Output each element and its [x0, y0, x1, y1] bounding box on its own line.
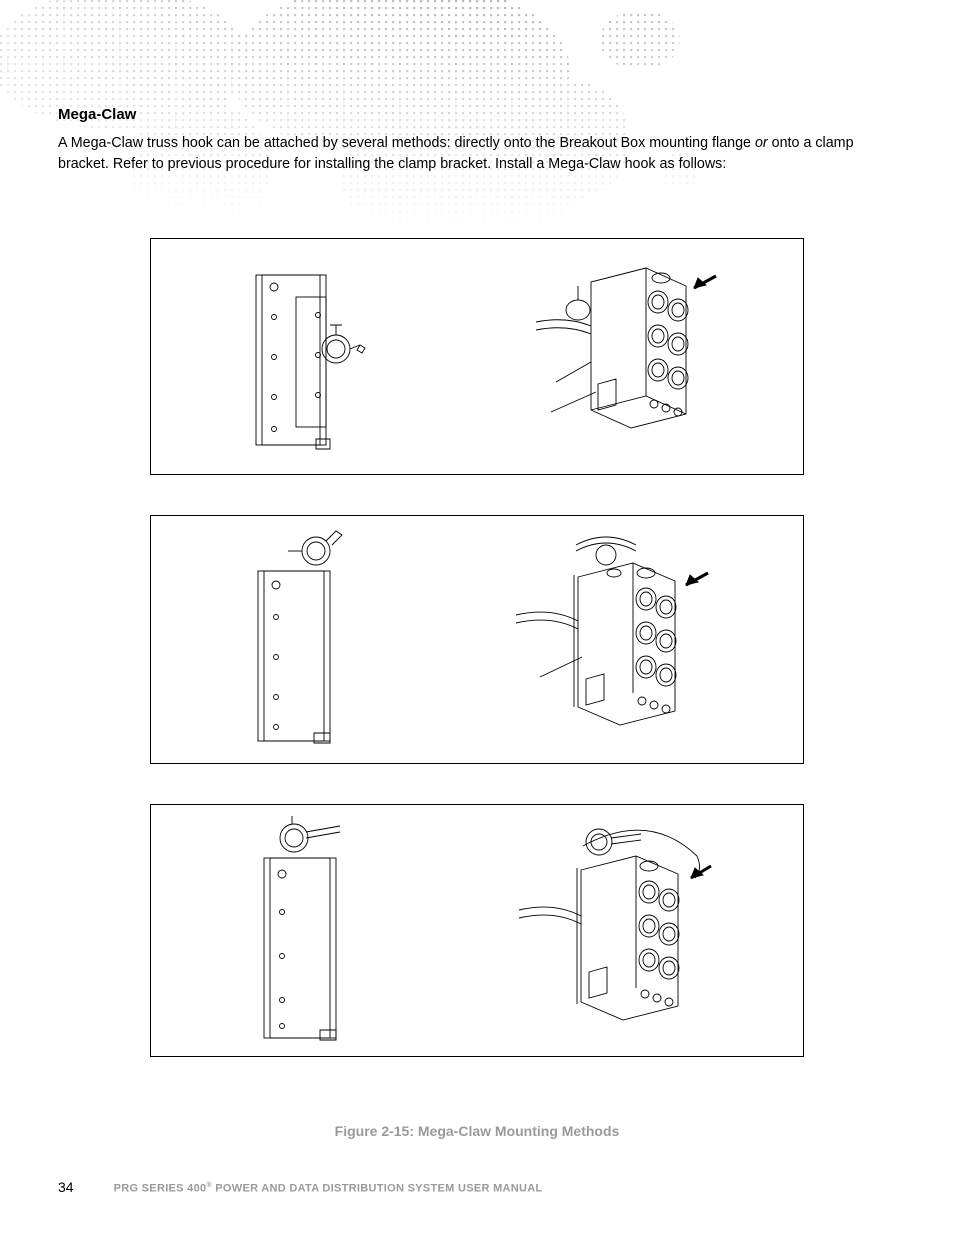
diagram-bracket-top-claw-safety	[216, 816, 396, 1046]
page-footer: 34 PRG SERIES 400® POWER AND DATA DISTRI…	[0, 1179, 954, 1195]
diagram-bracket-side-claw	[218, 257, 398, 457]
figure-panel-2	[150, 515, 804, 764]
body-paragraph: A Mega-Claw truss hook can be attached b…	[58, 133, 896, 174]
footer-title-pre: PRG SERIES 400	[114, 1183, 207, 1195]
diagram-box-top-claw-safety-iso	[489, 816, 739, 1046]
body-text-pre: A Mega-Claw truss hook can be attached b…	[58, 135, 755, 151]
footer-title: PRG SERIES 400® POWER AND DATA DISTRIBUT…	[114, 1182, 543, 1195]
figure-stack: Figure 2-15: Mega-Claw Mounting Methods	[58, 238, 896, 1139]
diagram-box-side-claw-iso	[496, 252, 736, 462]
figure-caption: Figure 2-15: Mega-Claw Mounting Methods	[335, 1123, 620, 1139]
footer-title-post: POWER AND DATA DISTRIBUTION SYSTEM USER …	[212, 1183, 543, 1195]
section-heading: Mega-Claw	[58, 106, 896, 123]
figure-panel-3	[150, 804, 804, 1057]
page: Mega-Claw A Mega-Claw truss hook can be …	[0, 0, 954, 1235]
diagram-bracket-top-claw	[218, 527, 388, 752]
figure-panel-1	[150, 238, 804, 475]
body-text-italic: or	[755, 135, 768, 151]
diagram-box-top-claw-iso	[486, 527, 736, 752]
page-number: 34	[58, 1179, 74, 1195]
content-area: Mega-Claw A Mega-Claw truss hook can be …	[0, 0, 954, 1139]
